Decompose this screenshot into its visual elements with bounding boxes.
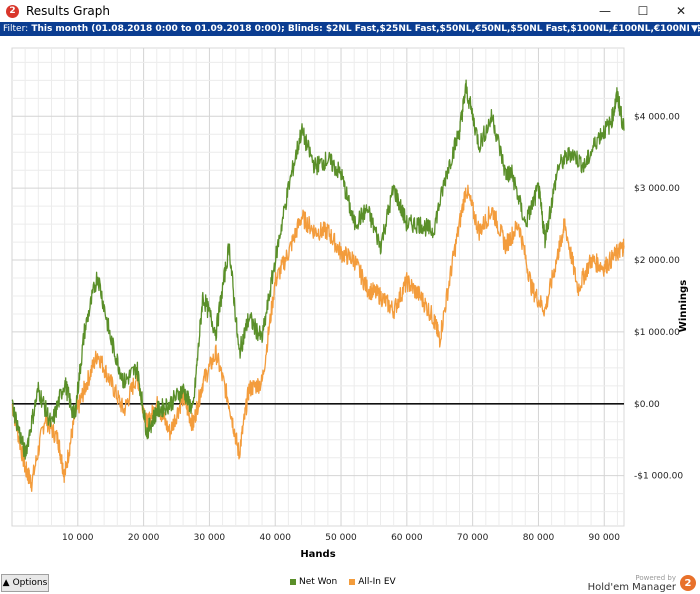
options-button[interactable]: ▲ Options — [1, 574, 49, 592]
x-tick-label: 30 000 — [194, 533, 226, 543]
y-tick-label: $4 000.00 — [634, 112, 680, 122]
net-won-swatch — [290, 579, 296, 585]
powered-by-text: Powered by — [635, 574, 676, 582]
y-tick-label: $1 000.00 — [634, 328, 680, 338]
window-titlebar: 2 Results Graph — ☐ ✕ — [0, 0, 700, 22]
minimize-icon[interactable]: — — [599, 4, 611, 18]
filter-icon[interactable]: ▼ — [689, 22, 698, 36]
y-tick-labels: -$1 000.00 $0.00 $1 000.00 $2 000.00 $3 000.… — [634, 112, 683, 481]
options-label: Options — [12, 578, 48, 588]
window-controls: — ☐ ✕ — [586, 0, 700, 22]
x-tick-label: 60 000 — [391, 533, 423, 543]
x-tick-label: 50 000 — [325, 533, 357, 543]
maximize-icon[interactable]: ☐ — [637, 4, 649, 18]
x-tick-label: 40 000 — [259, 533, 291, 543]
bottom-bar: ▲ Options Net Won All-In EV Powered by H… — [0, 572, 700, 594]
hm2-logo-icon: 2 — [680, 575, 696, 591]
y-tick-label: $3 000.00 — [634, 184, 680, 194]
chart-legend: Net Won All-In EV — [290, 577, 396, 587]
results-chart[interactable]: 10 000 20 000 30 000 40 000 50 000 60 000 70 0… — [0, 36, 700, 576]
x-axis-label: Hands — [300, 549, 335, 560]
filter-bar[interactable]: Filter: This month (01.08.2018 0:00 to 0… — [0, 22, 700, 36]
results-graph[interactable]: 10 000 20 000 30 000 40 000 50 000 60 000 70 0… — [0, 36, 700, 576]
legend-allin-ev-label: All-In EV — [358, 577, 396, 587]
x-tick-label: 70 000 — [457, 533, 489, 543]
x-tick-label: 90 000 — [589, 533, 621, 543]
close-icon[interactable]: ✕ — [675, 4, 687, 18]
x-tick-label: 80 000 — [523, 533, 555, 543]
legend-item-allin-ev[interactable]: All-In EV — [349, 577, 396, 587]
y-tick-label: -$1 000.00 — [634, 472, 683, 482]
x-tick-labels: 10 000 20 000 30 000 40 000 50 000 60 000 70 0… — [62, 533, 620, 543]
legend-net-won-label: Net Won — [299, 577, 338, 587]
brand-logo-area: Powered by Hold'em Manager 2 — [588, 572, 696, 594]
chart-series — [11, 79, 625, 492]
caret-up-icon: ▲ — [2, 578, 10, 588]
chart-grid — [11, 47, 625, 527]
brand-name: Hold'em Manager — [587, 582, 676, 593]
legend-item-net-won[interactable]: Net Won — [290, 577, 337, 587]
filter-text: This month (01.08.2018 0:00 to 01.09.201… — [31, 24, 700, 34]
hm2-app-icon: 2 — [6, 4, 19, 18]
y-tick-label: $0.00 — [634, 400, 660, 410]
window-title: Results Graph — [26, 4, 110, 18]
series-line-net-won — [11, 79, 625, 460]
x-tick-label: 10 000 — [62, 533, 94, 543]
series-line-all-in-ev — [11, 184, 625, 492]
x-tick-label: 20 000 — [128, 533, 160, 543]
y-axis-label: Winnings — [678, 280, 689, 332]
filter-label: Filter: — [3, 24, 29, 34]
allin-ev-swatch — [349, 579, 356, 585]
y-tick-label: $2 000.00 — [634, 256, 680, 266]
